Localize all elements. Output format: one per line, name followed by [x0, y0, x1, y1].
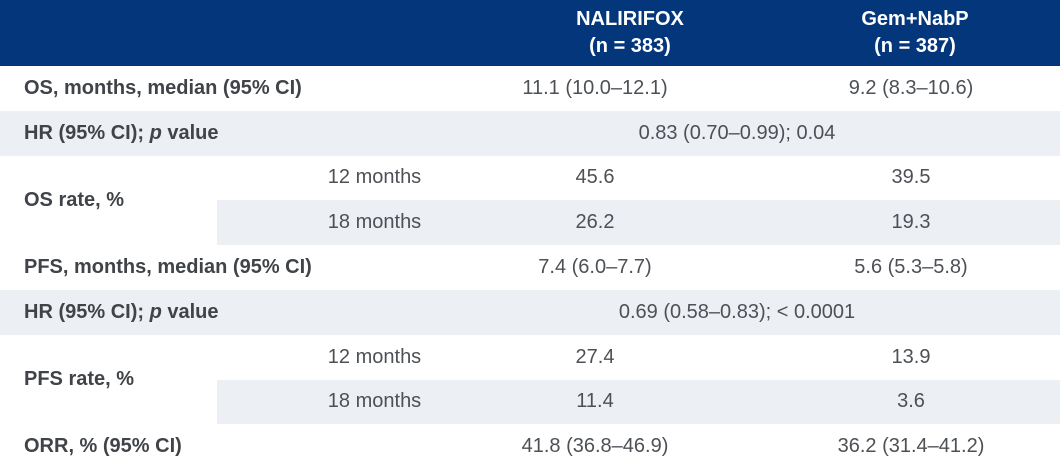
cell-os-median-nalirifox: 11.1 (10.0–12.1) [440, 66, 750, 111]
row-pfs-hr: HR (95% CI); p value 0.69 (0.58–0.83); <… [0, 289, 1060, 335]
cell-os-rate-18-nalirifox: 26.2 [440, 200, 750, 246]
cell-orr-gem-nabp: 36.2 (31.4–41.2) [750, 424, 1060, 469]
hr-label-suffix: value [161, 121, 219, 144]
row-pfs-median: PFS, months, median (95% CI) 7.4 (6.0–7.… [0, 245, 1060, 290]
arm-name-nalirifox: NALIRIFOX [576, 8, 684, 30]
row-label-pfs-hr: HR (95% CI); p value [0, 289, 440, 335]
row-os-rate-12: OS rate, % 12 months 45.6 39.5 [0, 155, 1060, 246]
row-orr: ORR, % (95% CI) 41.8 (36.8–46.9) 36.2 (3… [0, 424, 1060, 469]
cell-os-rate-12-nalirifox: 45.6 [440, 155, 750, 201]
row-pfs-rate-18: 18 months 11.4 3.6 [0, 379, 1060, 425]
timepoint-label: 12 months [217, 155, 440, 201]
timepoint-label: 18 months [217, 379, 440, 425]
column-header-nalirifox: NALIRIFOX (n = 383) [440, 0, 750, 66]
cell-pfs-rate-18-nalirifox: 11.4 [440, 379, 750, 425]
cell-os-median-gem-nabp: 9.2 (8.3–10.6) [750, 66, 1060, 111]
row-os-rate-18: 18 months 26.2 19.3 [0, 200, 1060, 246]
cell-os-hr-value: 0.83 (0.70–0.99); 0.04 [440, 110, 1060, 156]
header-row: NALIRIFOX (n = 383) Gem+NabP (n = 387) [0, 0, 1060, 66]
cell-pfs-rate-18-gem-nabp: 3.6 [750, 379, 1060, 425]
cell-pfs-rate-12-gem-nabp: 13.9 [750, 334, 1060, 380]
row-label-orr: ORR, % (95% CI) [0, 424, 440, 469]
row-label-os-hr: HR (95% CI); p value [0, 110, 440, 156]
row-os-median: OS, months, median (95% CI) 11.1 (10.0–1… [0, 66, 1060, 111]
timepoint-label: 12 months [217, 334, 440, 380]
row-label-os-median: OS, months, median (95% CI) [0, 66, 440, 111]
cell-pfs-median-gem-nabp: 5.6 (5.3–5.8) [750, 245, 1060, 290]
cell-pfs-rate-12-nalirifox: 27.4 [440, 334, 750, 380]
cell-orr-nalirifox: 41.8 (36.8–46.9) [440, 424, 750, 469]
row-label-os-rate: OS rate, % [0, 155, 217, 246]
row-label-pfs-median: PFS, months, median (95% CI) [0, 245, 440, 290]
cell-pfs-median-nalirifox: 7.4 (6.0–7.7) [440, 245, 750, 290]
row-label-pfs-rate: PFS rate, % [0, 334, 217, 425]
hr-label-prefix: HR (95% CI); [24, 121, 150, 144]
column-header-gem-nabp: Gem+NabP (n = 387) [750, 0, 1060, 66]
row-os-hr: HR (95% CI); p value 0.83 (0.70–0.99); 0… [0, 110, 1060, 156]
header-spacer [0, 0, 440, 66]
arm-name-gem-nabp: Gem+NabP [861, 8, 969, 30]
arm-n-gem-nabp: (n = 387) [874, 35, 956, 57]
hr-label-italic-p: p [149, 300, 162, 323]
timepoint-label: 18 months [217, 200, 440, 246]
hr-label-italic-p: p [149, 121, 162, 144]
arm-n-nalirifox: (n = 383) [589, 35, 671, 57]
cell-os-rate-12-gem-nabp: 39.5 [750, 155, 1060, 201]
hr-label-prefix: HR (95% CI); [24, 300, 150, 323]
cell-pfs-hr-value: 0.69 (0.58–0.83); < 0.0001 [440, 289, 1060, 335]
hr-label-suffix: value [161, 300, 219, 323]
row-pfs-rate-12: PFS rate, % 12 months 27.4 13.9 [0, 334, 1060, 425]
cell-os-rate-18-gem-nabp: 19.3 [750, 200, 1060, 246]
